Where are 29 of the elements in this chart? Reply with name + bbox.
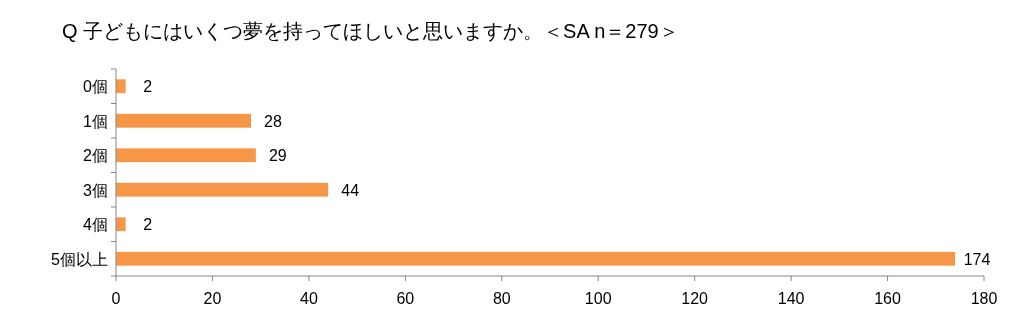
data-label: 44	[341, 181, 360, 199]
data-label: 29	[268, 147, 287, 165]
bar	[116, 182, 329, 197]
y-tick-label: 4個	[83, 216, 108, 234]
data-label: 2	[143, 78, 153, 96]
bar	[116, 251, 956, 266]
bar	[116, 79, 126, 94]
data-label: 2	[143, 216, 153, 234]
x-tick-label: 60	[396, 290, 415, 307]
data-label: 28	[264, 112, 283, 130]
bar	[116, 148, 256, 163]
x-tick-label: 20	[203, 290, 222, 307]
y-tick-label: 0個	[83, 78, 108, 96]
y-tick-label: 2個	[83, 147, 108, 165]
x-tick-label: 180	[970, 290, 998, 307]
x-tick-label: 120	[681, 290, 709, 307]
x-tick-label: 80	[492, 290, 511, 307]
data-label: 174	[963, 250, 991, 268]
chart-title: Q 子どもにはいくつ夢を持ってほしいと思いますか。＜SA n＝279＞	[62, 20, 679, 42]
y-tick-label: 3個	[83, 181, 108, 199]
x-tick-label: 140	[777, 290, 805, 307]
bar	[116, 113, 252, 128]
x-tick-label: 160	[874, 290, 901, 307]
x-tick-label: 100	[584, 290, 612, 307]
bar	[116, 217, 126, 232]
x-tick-label: 40	[299, 290, 318, 307]
y-tick-label: 1個	[83, 112, 108, 130]
x-tick-label: 0	[111, 290, 121, 307]
y-tick-label: 5個以上	[51, 250, 108, 268]
